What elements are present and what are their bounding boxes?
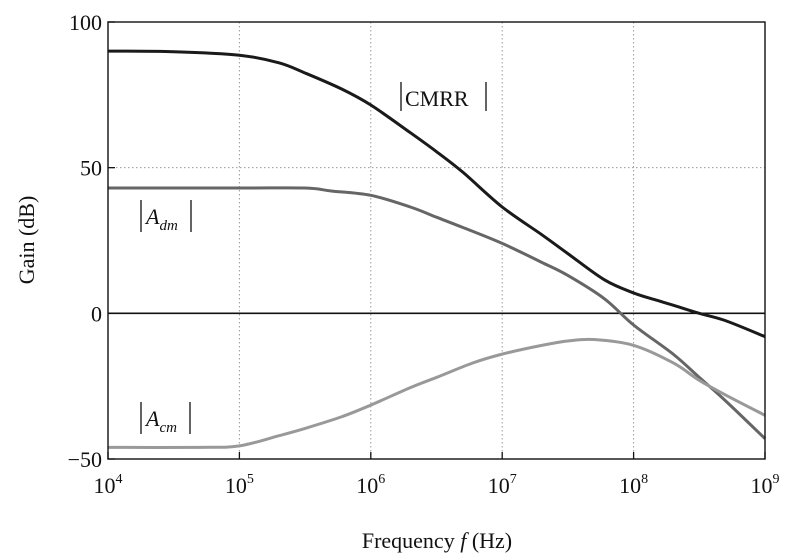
x-tick-label: 109 bbox=[751, 472, 780, 498]
x-tick-label: 108 bbox=[619, 472, 648, 498]
x-axis-title: Frequency f (Hz) bbox=[362, 528, 512, 553]
y-tick-label: 100 bbox=[69, 10, 102, 35]
x-tick-label: 106 bbox=[356, 472, 385, 498]
y-tick-label: −50 bbox=[68, 447, 102, 472]
axis-ticks: 104 105 106 107 108 109 100 50 0 −50 bbox=[68, 10, 780, 498]
y-tick-label: 0 bbox=[91, 301, 102, 326]
cmrr-line bbox=[107, 49, 766, 339]
svg-text:Adm: Adm bbox=[144, 204, 178, 234]
series-lines bbox=[107, 49, 767, 449]
x-tick-label: 105 bbox=[225, 472, 254, 498]
svg-text:Acm: Acm bbox=[144, 406, 177, 436]
svg-text:CMRR: CMRR bbox=[405, 86, 469, 111]
grid-lines bbox=[108, 22, 765, 459]
acm-line bbox=[107, 337, 766, 449]
x-tick-label: 107 bbox=[488, 472, 517, 498]
plot-frame bbox=[107, 21, 766, 460]
x-tick-label: 104 bbox=[94, 472, 123, 498]
adm-line bbox=[108, 186, 767, 440]
adm-curve-label: Adm bbox=[140, 200, 192, 234]
cmrr-curve-label: CMRR bbox=[400, 82, 487, 111]
y-tick-label: 50 bbox=[80, 156, 102, 181]
y-axis-title: Gain (dB) bbox=[14, 196, 39, 285]
acm-curve-label: Acm bbox=[140, 402, 191, 436]
